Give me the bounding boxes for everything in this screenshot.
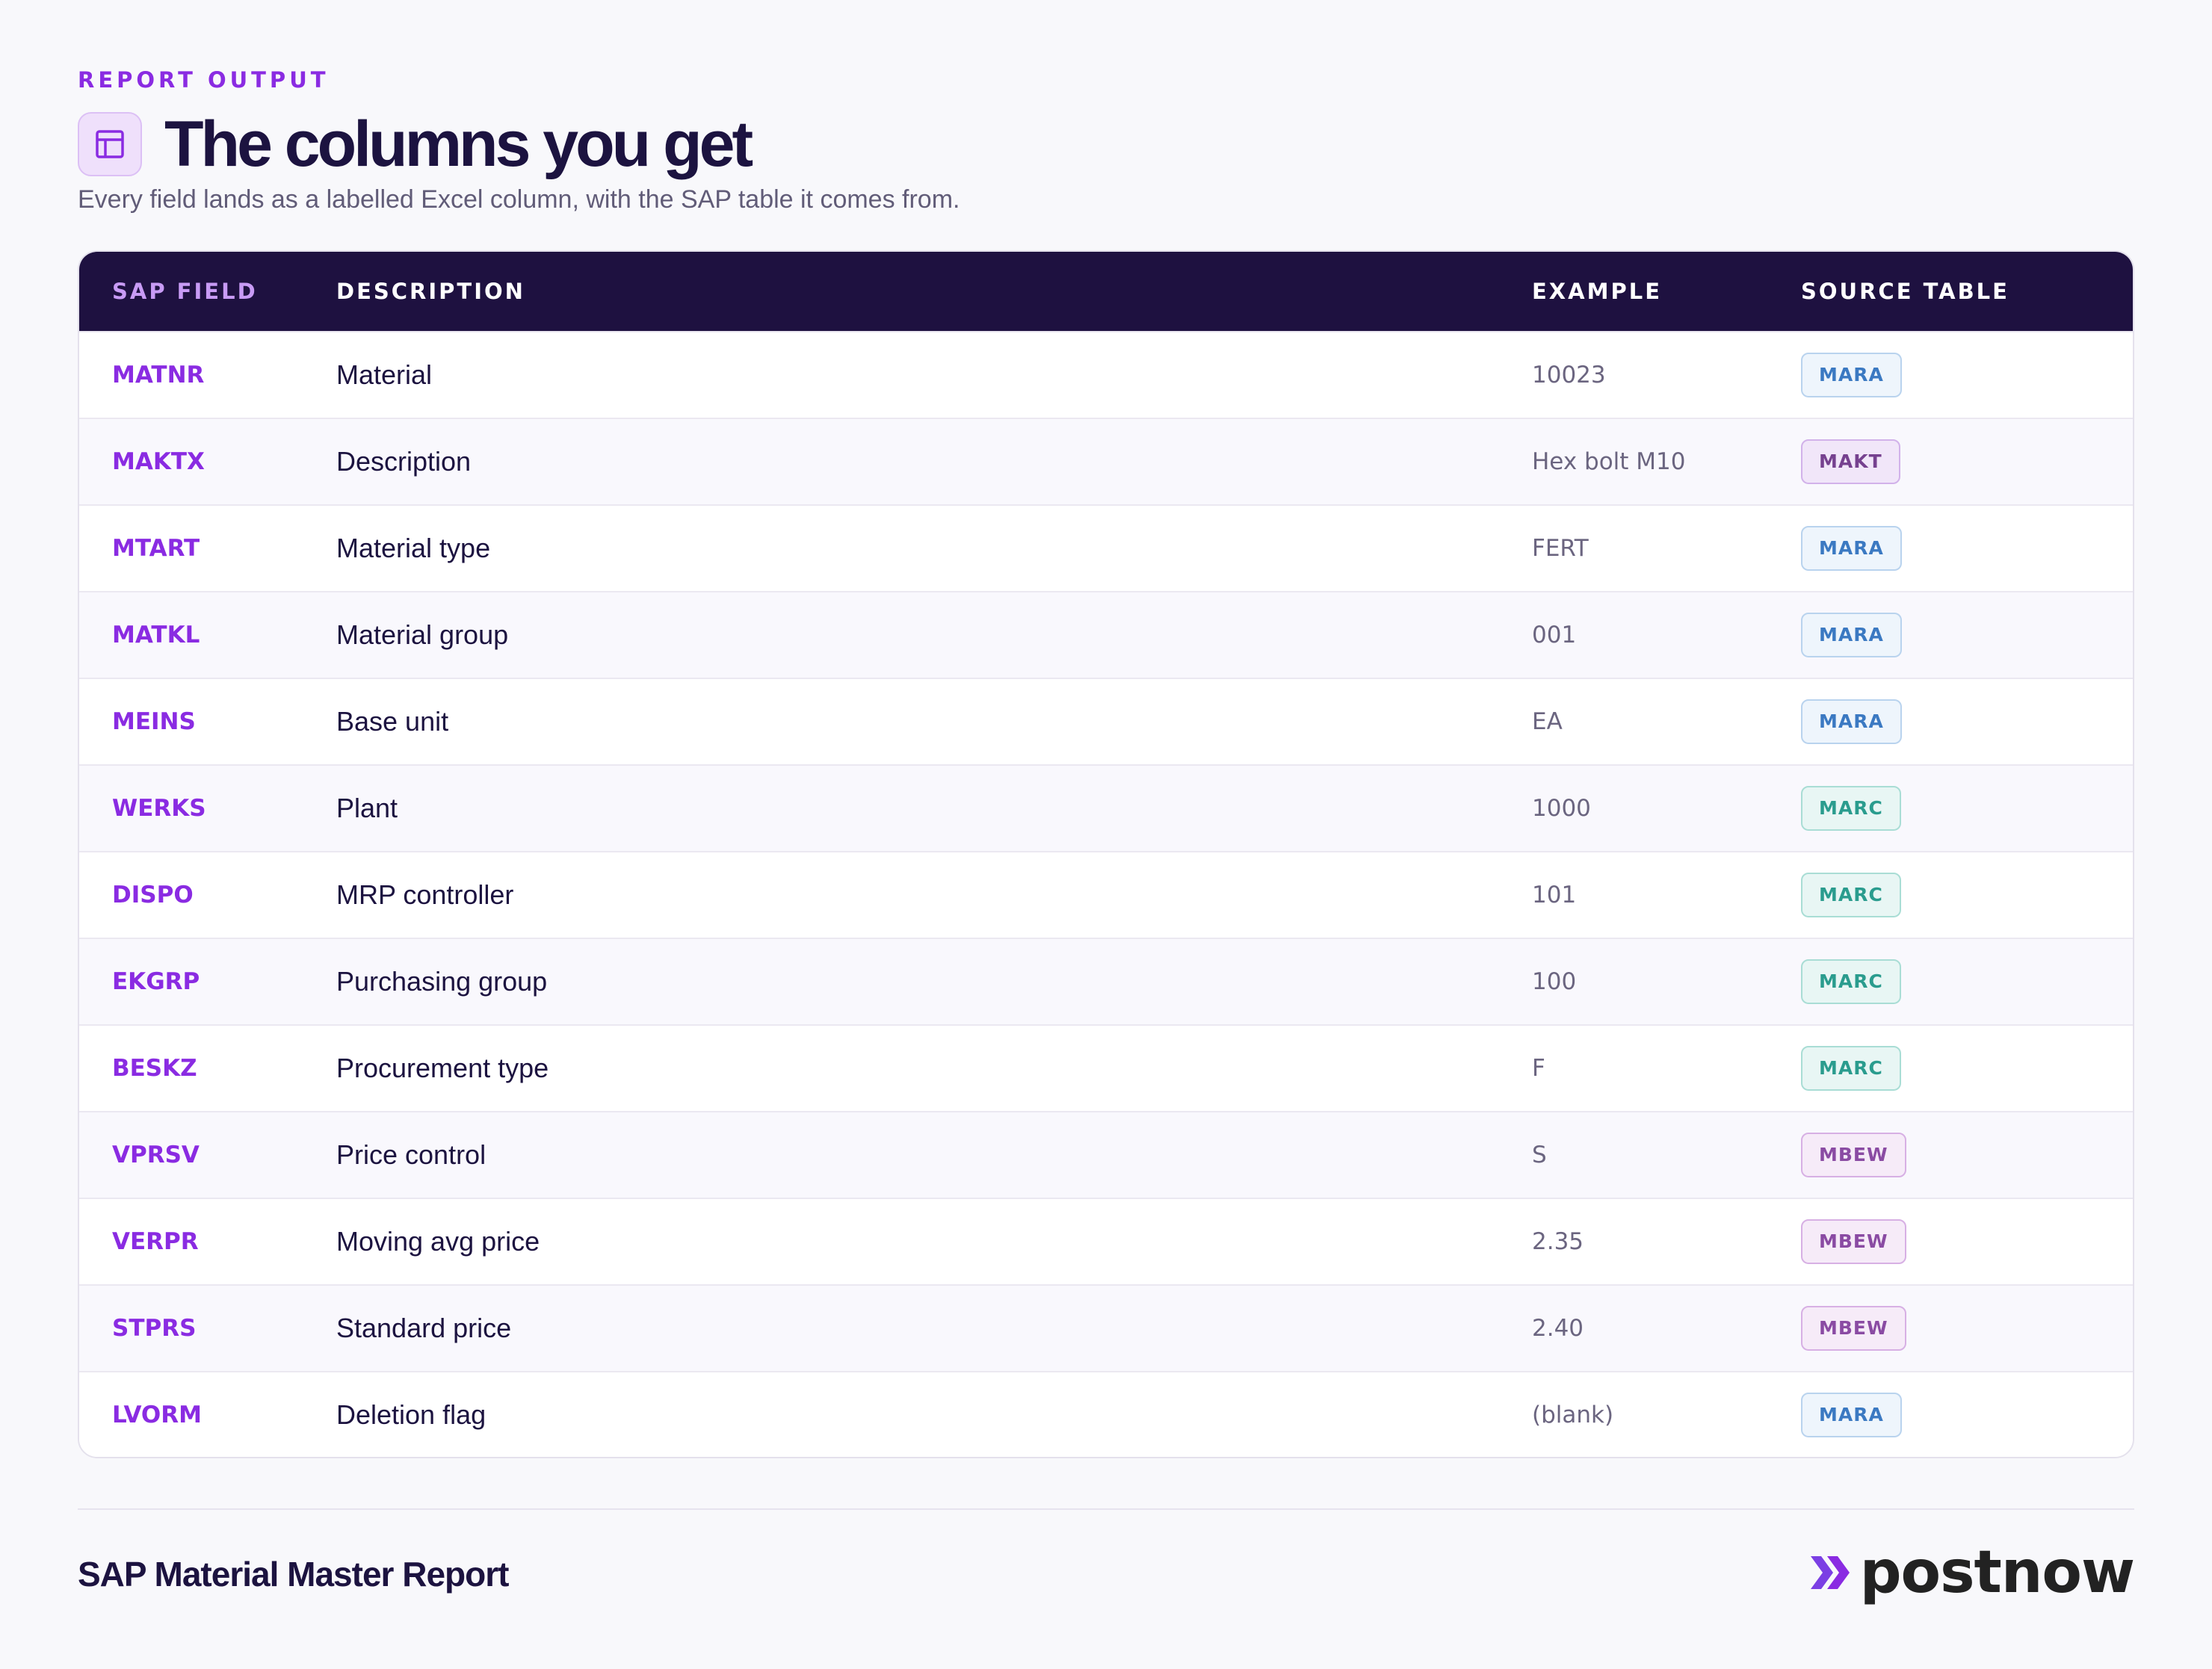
page-subtitle: Every field lands as a labelled Excel co…	[78, 185, 960, 214]
table-row: MATKL Material group 001 MARA	[79, 591, 2133, 678]
footer-divider	[78, 1508, 2134, 1510]
source-table-badge: MARA	[1801, 526, 1902, 571]
sap-field-cell: WERKS	[112, 795, 206, 822]
sap-field-cell: DISPO	[112, 882, 194, 908]
table-row: VERPR Moving avg price 2.35 MBEW	[79, 1198, 2133, 1284]
title-row: The columns you get	[78, 107, 753, 182]
eyebrow-label: REPORT OUTPUT	[78, 67, 330, 93]
sap-field-cell: STPRS	[112, 1315, 197, 1342]
sap-field-cell: LVORM	[112, 1402, 203, 1428]
example-cell: 101	[1532, 882, 1577, 908]
example-cell: FERT	[1532, 535, 1589, 562]
table-row: MEINS Base unit EA MARA	[79, 678, 2133, 764]
column-header-example: EXAMPLE	[1532, 279, 1663, 304]
table-body: MATNR Material 10023 MARA MAKTX Description He…	[79, 331, 2133, 1457]
source-table-cell: MBEW	[1801, 1133, 1906, 1177]
source-table-badge: MARC	[1801, 959, 1901, 1004]
source-table-badge: MARA	[1801, 613, 1902, 657]
brand-name: postnow	[1859, 1539, 2135, 1606]
source-table-badge: MAKT	[1801, 439, 1900, 484]
sap-field-cell: VERPR	[112, 1228, 199, 1255]
description-cell: Plant	[336, 793, 398, 823]
footer-title: SAP Material Master Report	[78, 1555, 509, 1594]
sap-field-cell: VPRSV	[112, 1142, 200, 1168]
description-cell: Material	[336, 359, 433, 390]
page-title: The columns you get	[164, 108, 753, 180]
fields-table: SAP FIELD DESCRIPTION EXAMPLE SOURCE TAB…	[78, 250, 2134, 1458]
description-cell: Material group	[336, 619, 509, 650]
column-header-field: SAP FIELD	[112, 279, 258, 304]
table-row: WERKS Plant 1000 MARC	[79, 764, 2133, 851]
source-table-cell: MAKT	[1801, 439, 1900, 484]
sap-field-cell: BESKZ	[112, 1055, 197, 1082]
example-cell: 1000	[1532, 795, 1591, 822]
description-cell: Price control	[336, 1139, 486, 1170]
column-header-description: DESCRIPTION	[336, 279, 525, 304]
example-cell: (blank)	[1532, 1402, 1614, 1428]
table-row: BESKZ Procurement type F MARC	[79, 1024, 2133, 1111]
sap-field-cell: MATKL	[112, 622, 200, 648]
source-table-badge: MARA	[1801, 1393, 1902, 1437]
source-table-badge: MARC	[1801, 1046, 1901, 1091]
source-table-badge: MARA	[1801, 699, 1902, 744]
table-row: MTART Material type FERT MARA	[79, 504, 2133, 591]
page: REPORT OUTPUT The columns you get Every …	[78, 0, 2135, 1669]
sap-field-cell: MAKTX	[112, 448, 205, 475]
source-table-badge: MARC	[1801, 873, 1901, 917]
example-cell: 100	[1532, 968, 1577, 995]
table-row: MAKTX Description Hex bolt M10 MAKT	[79, 418, 2133, 504]
example-cell: Hex bolt M10	[1532, 448, 1686, 475]
table-row: STPRS Standard price 2.40 MBEW	[79, 1284, 2133, 1371]
column-header-source: SOURCE TABLE	[1801, 279, 2009, 304]
example-cell: EA	[1532, 708, 1563, 735]
example-cell: S	[1532, 1142, 1547, 1168]
example-cell: 2.35	[1532, 1228, 1584, 1255]
source-table-cell: MARA	[1801, 1393, 1902, 1437]
sap-field-cell: MEINS	[112, 708, 196, 735]
source-table-cell: MARC	[1801, 1046, 1901, 1091]
source-table-cell: MARA	[1801, 526, 1902, 571]
double-chevron-icon	[1810, 1556, 1850, 1589]
description-cell: Procurement type	[336, 1053, 549, 1083]
source-table-badge: MBEW	[1801, 1219, 1906, 1264]
description-cell: Deletion flag	[336, 1399, 486, 1430]
source-table-badge: MARA	[1801, 353, 1902, 397]
description-cell: Material type	[336, 533, 491, 563]
example-cell: 001	[1532, 622, 1577, 648]
source-table-badge: MBEW	[1801, 1306, 1906, 1351]
source-table-cell: MARA	[1801, 353, 1902, 397]
table-row: MATNR Material 10023 MARA	[79, 331, 2133, 418]
source-table-cell: MBEW	[1801, 1219, 1906, 1264]
sap-field-cell: EKGRP	[112, 968, 200, 995]
source-table-cell: MARC	[1801, 786, 1901, 831]
source-table-cell: MARC	[1801, 959, 1901, 1004]
table-icon	[78, 112, 142, 176]
source-table-cell: MBEW	[1801, 1306, 1906, 1351]
description-cell: Standard price	[336, 1313, 512, 1343]
sap-field-cell: MATNR	[112, 362, 205, 388]
description-cell: MRP controller	[336, 879, 514, 910]
source-table-cell: MARA	[1801, 699, 1902, 744]
example-cell: 10023	[1532, 362, 1606, 388]
description-cell: Purchasing group	[336, 966, 548, 997]
description-cell: Moving avg price	[336, 1226, 540, 1257]
example-cell: F	[1532, 1055, 1545, 1082]
source-table-cell: MARC	[1801, 873, 1901, 917]
source-table-badge: MARC	[1801, 786, 1901, 831]
brand-logo: postnow	[1808, 1539, 2135, 1606]
source-table-cell: MARA	[1801, 613, 1902, 657]
table-row: LVORM Deletion flag (blank) MARA	[79, 1371, 2133, 1457]
table-header: SAP FIELD DESCRIPTION EXAMPLE SOURCE TAB…	[79, 252, 2133, 331]
table-row: VPRSV Price control S MBEW	[79, 1111, 2133, 1198]
table-row: EKGRP Purchasing group 100 MARC	[79, 938, 2133, 1024]
sap-field-cell: MTART	[112, 535, 200, 562]
description-cell: Description	[336, 446, 472, 477]
example-cell: 2.40	[1532, 1315, 1584, 1342]
source-table-badge: MBEW	[1801, 1133, 1906, 1177]
description-cell: Base unit	[336, 706, 449, 737]
table-row: DISPO MRP controller 101 MARC	[79, 851, 2133, 938]
